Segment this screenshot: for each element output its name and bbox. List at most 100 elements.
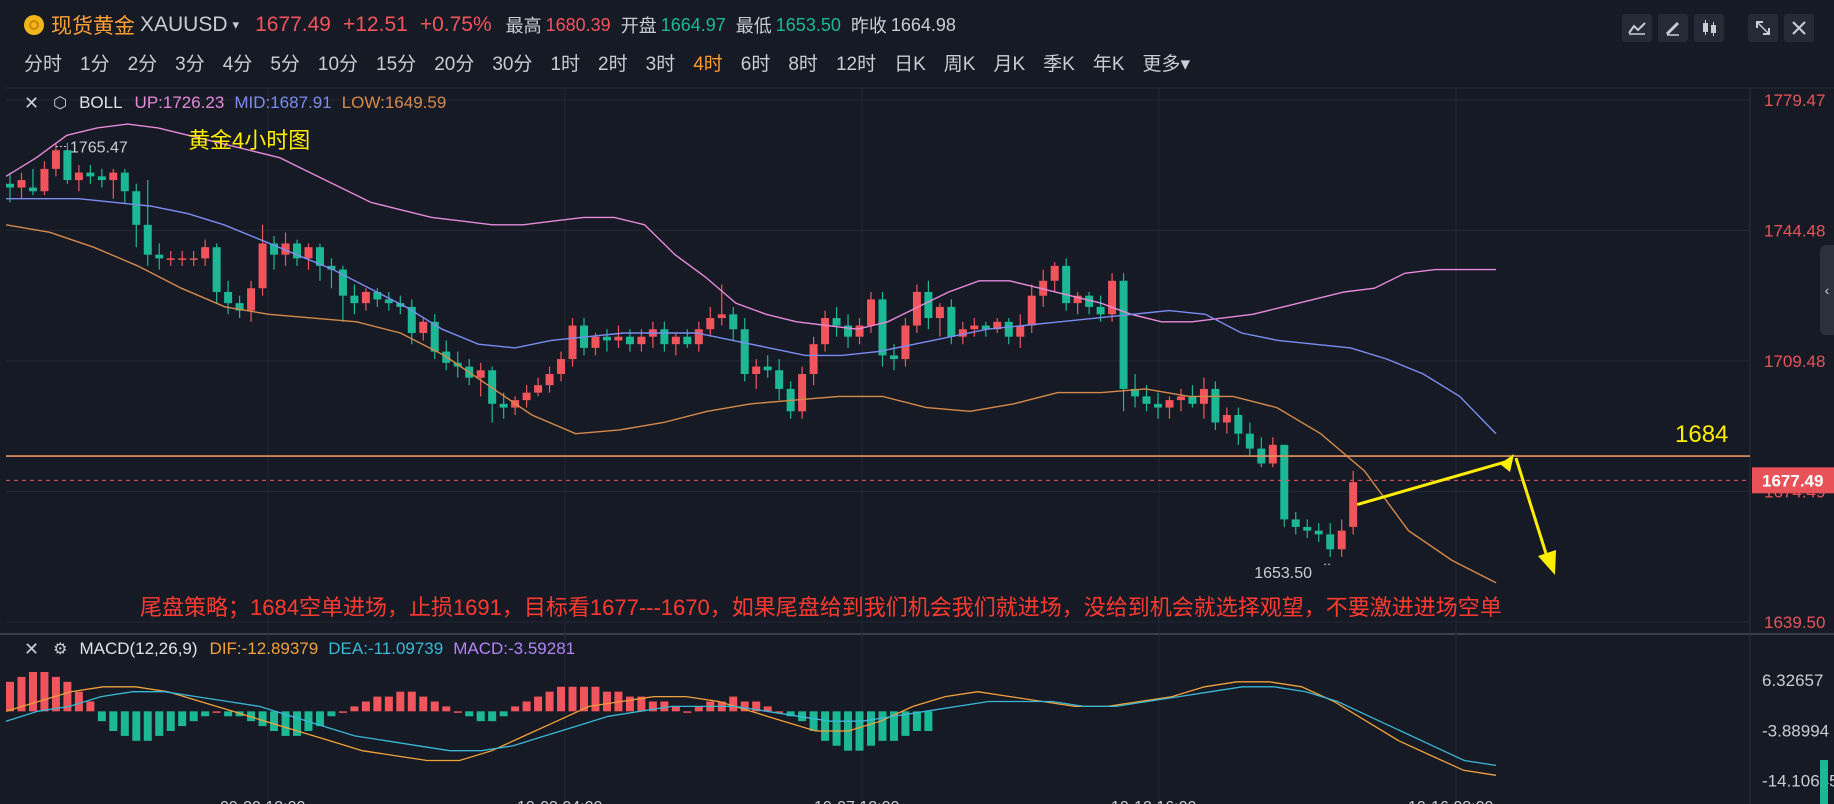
period-tab[interactable]: 1分 [80, 53, 110, 75]
macd-histogram-bar [155, 711, 164, 736]
period-tab[interactable]: 1时 [550, 53, 581, 75]
macd-histogram-bar [694, 706, 703, 712]
period-tab[interactable]: 4时 [693, 53, 723, 75]
boll-upper-line [5, 123, 1496, 330]
candle-body [1096, 306, 1105, 315]
candle-body [614, 336, 623, 341]
candle-body [889, 355, 898, 360]
indicator-icon[interactable] [1622, 14, 1652, 42]
chevron-down-icon[interactable]: ▾ [232, 17, 240, 32]
macd-histogram-bar [809, 711, 818, 731]
macd-histogram-bar [752, 701, 761, 712]
candle-body [1211, 388, 1220, 423]
macd-histogram-bar [729, 696, 738, 712]
candle-body [832, 318, 841, 326]
candle-body [270, 243, 279, 255]
candle-body [981, 325, 990, 330]
period-tab[interactable]: 4分 [222, 53, 253, 75]
macd-histogram-bar [580, 686, 588, 712]
period-tab[interactable]: 月K [993, 53, 1026, 75]
macd-histogram-bar [442, 706, 451, 712]
macd-histogram-bar [201, 711, 210, 717]
chevron-left-icon[interactable]: ‹ [1820, 245, 1834, 335]
candle-body [407, 306, 416, 333]
candle-body [671, 336, 680, 345]
candle-body [935, 306, 944, 319]
dea-line [5, 686, 1497, 767]
settings-hexagon-icon[interactable]: ⬡ [53, 95, 68, 112]
macd-histogram-bar [143, 711, 152, 741]
close-icon[interactable] [1784, 14, 1814, 42]
period-tab[interactable]: 分时 [24, 53, 63, 75]
candle-body [17, 180, 26, 188]
candle-body [384, 299, 393, 304]
macd-name: MACD(12,26,9) [79, 639, 198, 658]
macd-histogram-bar [522, 701, 531, 712]
prev-close-value: 1664.98 [890, 14, 956, 35]
candle-body [924, 291, 933, 319]
period-tab[interactable]: 30分 [492, 53, 533, 75]
candle-body [855, 325, 864, 337]
dif-value: DIF:-12.89379 [209, 639, 319, 658]
y-tick-label: 1709.48 [1764, 352, 1825, 371]
candle-body [143, 224, 152, 255]
period-tab[interactable]: 更多▾ [1142, 53, 1191, 75]
period-tab[interactable]: 12时 [835, 53, 877, 75]
period-tab[interactable]: 3分 [175, 53, 205, 75]
period-tab[interactable]: 5分 [270, 53, 300, 75]
candle-body [28, 187, 37, 192]
current-price-tag-text: 1677.49 [1762, 471, 1823, 490]
macd-histogram-bar [396, 691, 405, 712]
high-marker-text: 1765.47 [70, 140, 128, 157]
draw-pen-icon[interactable] [1658, 14, 1688, 42]
close-indicator-icon[interactable]: ✕ [24, 92, 40, 113]
fullscreen-icon[interactable] [1748, 14, 1778, 42]
period-tab[interactable]: 2分 [127, 53, 158, 75]
candle-body [40, 168, 49, 192]
candle-body [958, 329, 967, 337]
candle-body [258, 243, 267, 289]
macd-histogram-bar [270, 711, 279, 731]
macd-histogram-bar [671, 706, 680, 712]
period-tab[interactable]: 周K [943, 53, 976, 75]
period-tab[interactable]: 20分 [434, 53, 475, 75]
candle-settings-icon[interactable] [1694, 14, 1724, 42]
macd-histogram-bar [878, 711, 887, 741]
macd-histogram-bar [258, 711, 267, 727]
candle-body [1027, 295, 1036, 326]
macd-y-tick-label: -14.10645 [1762, 772, 1834, 791]
period-tab[interactable]: 2时 [598, 53, 628, 75]
candle-body [1349, 482, 1358, 527]
period-tab[interactable]: 年K [1092, 53, 1125, 75]
macd-histogram-bar [28, 672, 37, 712]
candle-body [1108, 280, 1117, 315]
x-tick-label: 10-03 04:00 [517, 799, 603, 804]
period-tab[interactable]: 8时 [788, 53, 818, 75]
candle-body [545, 373, 554, 386]
candle-body [660, 329, 669, 345]
boll-up-value: UP:1726.23 [134, 93, 225, 112]
candle-body [1176, 396, 1185, 401]
low-value: 1653.50 [775, 14, 841, 35]
macd-histogram-bar [912, 711, 921, 731]
period-tab[interactable]: 6时 [740, 53, 771, 75]
instrument-name[interactable]: 现货黄金 [51, 15, 135, 38]
boll-mid-line [6, 197, 1497, 435]
instrument-symbol[interactable]: XAUUSD [140, 13, 228, 36]
close-indicator-icon[interactable]: ✕ [24, 638, 40, 659]
macd-histogram-bar [97, 711, 106, 722]
macd-histogram-bar [511, 706, 520, 712]
macd-histogram-bar [63, 681, 72, 712]
period-tab[interactable]: 15分 [376, 53, 417, 75]
macd-histogram-bar [338, 711, 347, 713]
period-tab[interactable]: 日K [894, 53, 926, 75]
candle-body [1062, 265, 1071, 304]
period-tab[interactable]: 季K [1043, 53, 1075, 75]
candle-body [361, 291, 370, 304]
period-tab[interactable]: 3时 [645, 53, 676, 75]
gear-icon[interactable]: ⚙ [53, 641, 68, 658]
candle-body [625, 336, 634, 345]
macd-histogram-bar [775, 711, 784, 713]
period-tab[interactable]: 10分 [317, 53, 359, 75]
